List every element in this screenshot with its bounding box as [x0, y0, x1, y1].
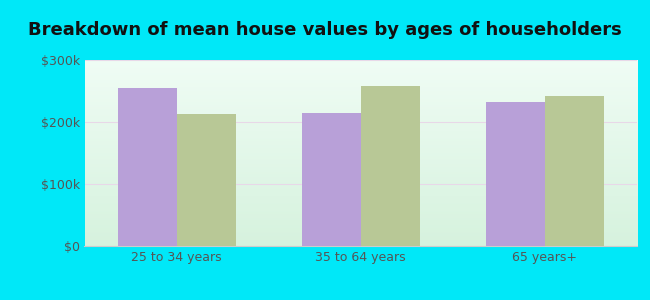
Bar: [177, 114, 235, 246]
Bar: [545, 96, 604, 246]
Bar: [118, 88, 177, 246]
Bar: [361, 86, 420, 246]
Bar: [486, 102, 545, 246]
Bar: [302, 113, 361, 246]
Text: Breakdown of mean house values by ages of householders: Breakdown of mean house values by ages o…: [28, 21, 622, 39]
